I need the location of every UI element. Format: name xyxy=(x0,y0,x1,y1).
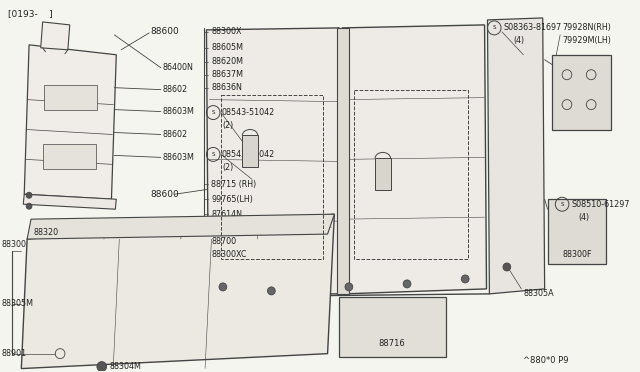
Text: 88716: 88716 xyxy=(378,339,404,348)
Text: (2): (2) xyxy=(222,163,233,172)
Text: (4): (4) xyxy=(514,36,525,45)
Text: 88603M: 88603M xyxy=(163,153,195,162)
Text: [0193-    ]: [0193- ] xyxy=(8,9,52,19)
Circle shape xyxy=(26,192,32,198)
Text: S: S xyxy=(211,110,215,115)
Bar xyxy=(44,85,97,110)
Text: 88605M: 88605M xyxy=(211,43,243,52)
Text: 79928N(RH): 79928N(RH) xyxy=(562,23,611,32)
Polygon shape xyxy=(488,18,545,294)
Text: 86400N: 86400N xyxy=(163,63,194,72)
Polygon shape xyxy=(207,28,341,294)
Polygon shape xyxy=(243,135,258,167)
Text: 08543-51042: 08543-51042 xyxy=(222,108,275,117)
Text: 88305A: 88305A xyxy=(524,289,554,298)
Polygon shape xyxy=(41,22,70,50)
Bar xyxy=(548,199,605,264)
Text: 88304M: 88304M xyxy=(109,362,141,371)
Text: 88300: 88300 xyxy=(2,240,27,248)
Text: 88300X: 88300X xyxy=(211,28,242,36)
Bar xyxy=(221,94,323,259)
Text: 88600: 88600 xyxy=(150,190,179,199)
Polygon shape xyxy=(342,25,486,294)
Text: 88600: 88600 xyxy=(150,28,179,36)
Circle shape xyxy=(219,283,227,291)
Text: 88901: 88901 xyxy=(2,349,27,358)
Text: 08543-51042: 08543-51042 xyxy=(222,150,275,159)
Text: 88320: 88320 xyxy=(34,228,59,237)
Circle shape xyxy=(461,275,469,283)
Text: S: S xyxy=(561,202,564,207)
Circle shape xyxy=(345,283,353,291)
Text: 88603M: 88603M xyxy=(163,107,195,116)
Bar xyxy=(339,297,446,357)
Circle shape xyxy=(403,280,411,288)
Text: 88636N: 88636N xyxy=(211,83,242,92)
Text: 88602: 88602 xyxy=(163,85,188,94)
Text: 88300XC: 88300XC xyxy=(211,250,247,259)
Bar xyxy=(552,55,611,129)
Text: 88637M: 88637M xyxy=(211,70,243,79)
Text: S: S xyxy=(493,25,496,31)
Bar xyxy=(354,90,468,259)
Polygon shape xyxy=(337,28,349,294)
Circle shape xyxy=(503,263,511,271)
Text: 87614N: 87614N xyxy=(211,210,243,219)
Circle shape xyxy=(268,287,275,295)
Circle shape xyxy=(97,362,107,372)
Text: 88300B: 88300B xyxy=(211,222,242,232)
Text: ^880*0 P9: ^880*0 P9 xyxy=(524,356,569,365)
Polygon shape xyxy=(23,194,116,209)
Text: 99765(LH): 99765(LH) xyxy=(211,195,253,204)
Polygon shape xyxy=(375,158,390,190)
Bar xyxy=(43,144,96,169)
Circle shape xyxy=(26,203,32,209)
Text: S: S xyxy=(211,152,215,157)
Polygon shape xyxy=(24,45,116,199)
Text: (2): (2) xyxy=(222,121,233,130)
Text: S08510-61297: S08510-61297 xyxy=(572,200,630,209)
Text: (4): (4) xyxy=(579,213,589,222)
Polygon shape xyxy=(21,214,334,369)
Text: 88300F: 88300F xyxy=(562,250,591,259)
Text: 88700: 88700 xyxy=(211,237,236,246)
Text: 88602: 88602 xyxy=(163,130,188,139)
Text: 88305M: 88305M xyxy=(2,299,34,308)
Text: S08363-81697: S08363-81697 xyxy=(504,23,562,32)
Text: 79929M(LH): 79929M(LH) xyxy=(562,36,611,45)
Text: 88715 (RH): 88715 (RH) xyxy=(211,180,257,189)
Text: 88620M: 88620M xyxy=(211,57,243,66)
Polygon shape xyxy=(27,214,334,239)
